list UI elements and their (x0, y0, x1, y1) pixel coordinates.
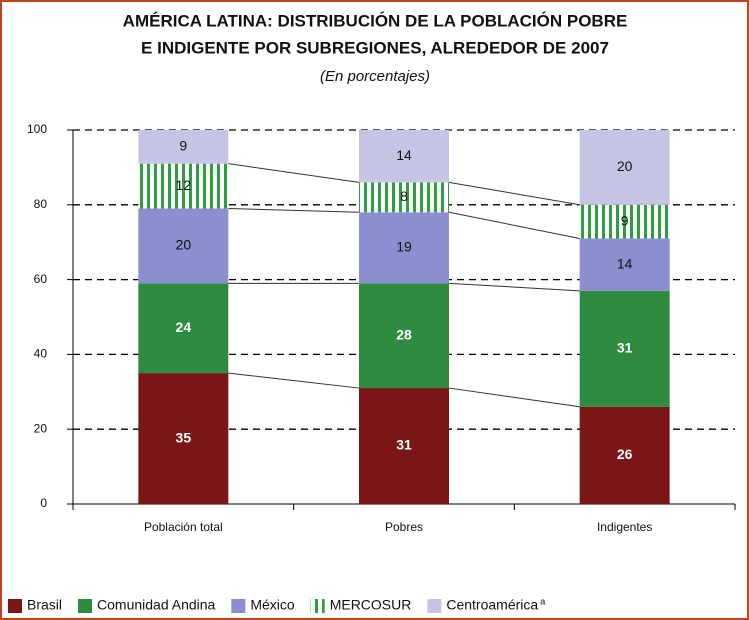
legend-label: México (250, 597, 295, 613)
bar-segment (359, 212, 449, 284)
value-label: 12 (176, 177, 192, 193)
legend-note: a (540, 596, 545, 606)
y-tick-label: 80 (34, 197, 48, 211)
value-label: 9 (179, 138, 187, 154)
connector-line (448, 282, 580, 292)
legend-swatch (8, 599, 22, 613)
bar-segment (579, 204, 670, 239)
value-label: 31 (396, 437, 412, 453)
y-tick-label: 60 (34, 272, 48, 286)
value-label: 14 (396, 147, 412, 163)
value-label: 20 (617, 158, 633, 174)
value-label: 35 (176, 429, 192, 445)
value-label: 8 (400, 188, 408, 204)
legend-swatch (231, 599, 246, 613)
value-label: 28 (396, 326, 412, 342)
x-tick-label: Población total (144, 520, 223, 534)
bar-segment (579, 290, 670, 407)
bar-segment (579, 406, 670, 504)
y-tick-label: 100 (27, 122, 47, 136)
value-label: 19 (396, 239, 412, 255)
value-label: 14 (617, 255, 633, 271)
legend-label: Brasil (27, 597, 62, 613)
chart-title: E INDIGENTE POR SUBREGIONES, ALREDEDOR D… (141, 38, 609, 57)
value-label: 26 (617, 446, 633, 462)
bar-segment (138, 283, 229, 374)
x-tick-label: Pobres (385, 520, 423, 534)
value-label: 9 (621, 212, 629, 228)
connector-line (228, 208, 360, 213)
x-tick-label: Indigentes (597, 520, 652, 534)
value-label: 24 (176, 319, 192, 335)
bar-segment (359, 182, 449, 213)
legend-swatch (310, 599, 325, 613)
legend-label: Centroamérica (446, 597, 538, 613)
bar-segment (579, 238, 670, 291)
bar-segment (579, 130, 670, 205)
legend-swatch (78, 599, 93, 613)
legend-label: MERCOSUR (330, 597, 412, 613)
connector-line (228, 372, 360, 389)
bar-segment (138, 130, 229, 164)
legend-label: Comunidad Andina (97, 597, 216, 613)
bar-segment (359, 130, 449, 183)
legend-swatch (427, 599, 442, 613)
bar-segment (359, 283, 449, 389)
chart-subtitle: (En porcentajes) (320, 68, 430, 85)
bar-segment (138, 163, 229, 209)
value-label: 20 (176, 237, 192, 253)
connector-line (228, 163, 360, 183)
connector-line (448, 181, 580, 206)
connector-line (448, 387, 580, 408)
chart-title: AMÉRICA LATINA: DISTRIBUCIÓN DE LA POBLA… (123, 11, 628, 30)
y-tick-label: 40 (34, 347, 48, 361)
bar-segment (138, 208, 229, 284)
y-tick-label: 0 (40, 496, 47, 510)
bar-segment (138, 373, 229, 504)
connector-line (448, 211, 580, 239)
bar-segment (359, 388, 449, 504)
value-label: 31 (617, 339, 633, 355)
y-tick-label: 20 (34, 421, 48, 435)
